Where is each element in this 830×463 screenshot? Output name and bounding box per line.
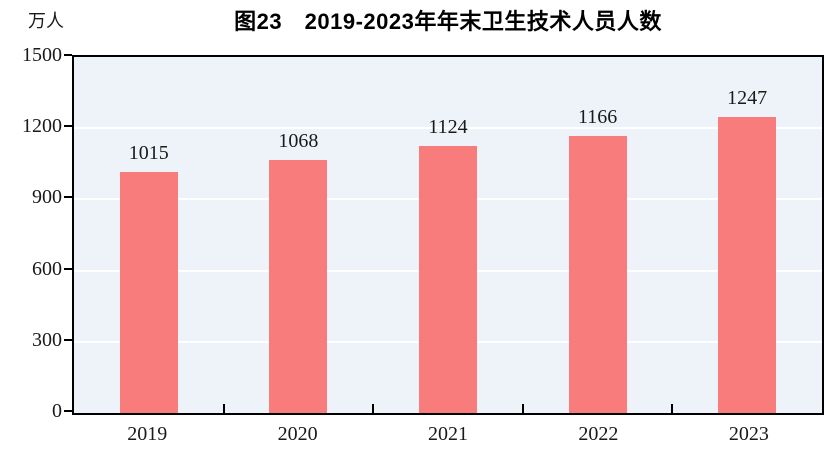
- bar-slot-2021: 1124: [373, 57, 523, 413]
- bar-value-label: 1247: [727, 87, 768, 110]
- bar-2022: [568, 136, 627, 413]
- y-axis-tick-marks: [64, 54, 72, 412]
- bar-value-label: 1015: [128, 142, 169, 165]
- y-axis-tick-labels: 0 300 600 900 1200 1500: [0, 44, 62, 422]
- y-tick-mark-300: [64, 338, 72, 341]
- y-tick-mark-900: [64, 196, 72, 199]
- bar-slot-2023: 1247: [672, 57, 822, 413]
- y-tick-label-600: 600: [32, 257, 62, 280]
- bar-slot-2020: 1068: [224, 57, 374, 413]
- bar-slot-2022: 1166: [523, 57, 673, 413]
- x-category-label-2021: 2021: [428, 423, 469, 445]
- x-axis-tick: [372, 404, 375, 413]
- y-tick-mark-600: [64, 267, 72, 270]
- chart-title: 图23 2019-2023年年末卫生技术人员人数: [234, 9, 662, 34]
- bar-2020: [269, 159, 328, 413]
- y-axis-unit-label: 万人: [28, 11, 64, 31]
- y-tick-label-900: 900: [32, 186, 62, 209]
- y-tick-label-1500: 1500: [22, 44, 62, 66]
- bar-2023: [718, 117, 777, 413]
- x-category-label-2020: 2020: [277, 423, 318, 445]
- x-axis-tick: [222, 404, 225, 413]
- x-category-label-2023: 2023: [728, 423, 769, 445]
- bar-slot-2019: 1015: [74, 57, 224, 413]
- gridline-1200: [74, 127, 822, 130]
- x-axis-tick: [521, 404, 524, 413]
- bar-value-label: 1068: [278, 129, 319, 152]
- y-tick-mark-1200: [64, 125, 72, 128]
- y-tick-label-1200: 1200: [22, 115, 62, 138]
- bar-value-label: 1124: [428, 116, 468, 139]
- y-tick-mark-1500: [64, 54, 72, 56]
- bar-value-label: 1166: [577, 106, 618, 129]
- y-tick-label-0: 0: [52, 400, 62, 422]
- y-tick-label-300: 300: [32, 328, 62, 351]
- plot-area: 1015 1068 1124 1166 1247: [72, 55, 824, 415]
- bar-2021: [418, 146, 477, 413]
- y-tick-mark-0: [64, 410, 72, 412]
- x-axis-labels: 2019 2020 2021 2022 2023: [72, 420, 824, 450]
- bars: 1015 1068 1124 1166 1247: [74, 57, 822, 413]
- x-axis-tick: [671, 404, 674, 413]
- x-category-label-2019: 2019: [127, 423, 168, 445]
- x-category-label-2022: 2022: [578, 423, 619, 445]
- bar-2019: [119, 172, 178, 413]
